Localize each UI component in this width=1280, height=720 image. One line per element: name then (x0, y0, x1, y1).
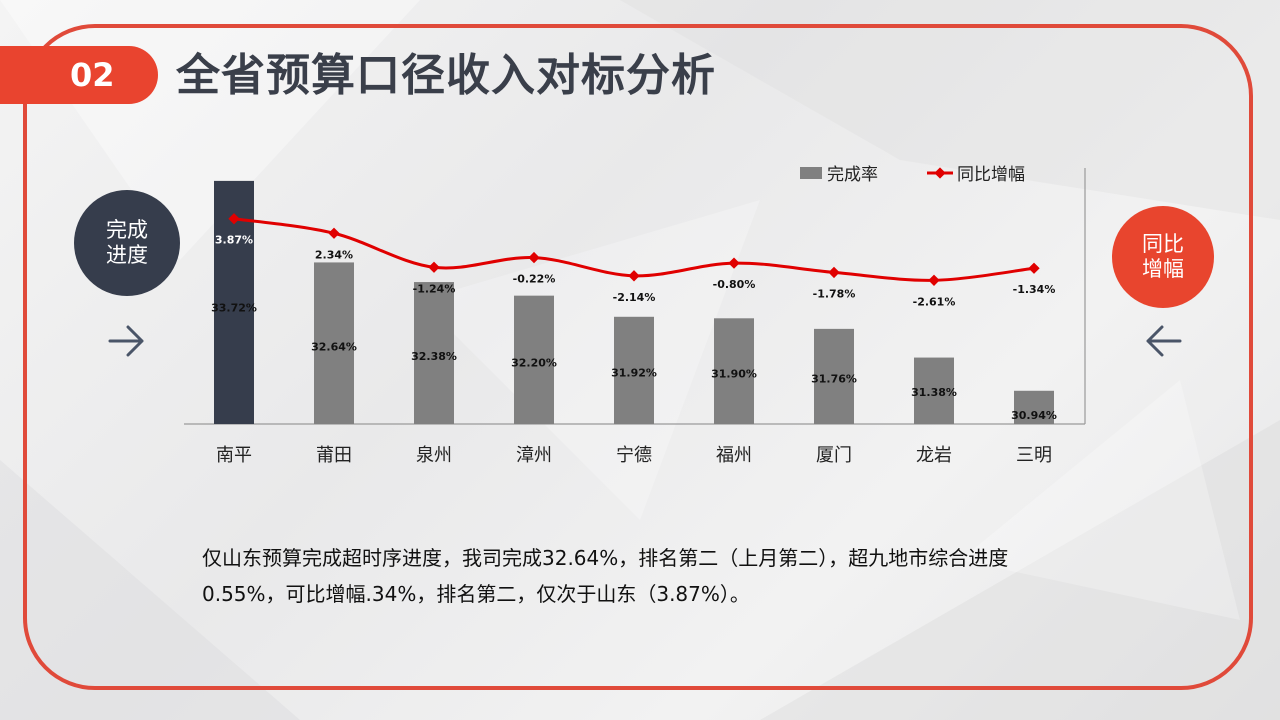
yoy-growth-badge: 同比 增幅 (1112, 206, 1214, 308)
line-label-4: -2.14% (613, 291, 656, 304)
legend-label-bar: 完成率 (827, 165, 878, 185)
category-label-0: 南平 (216, 445, 252, 466)
line-label-5: -0.80% (713, 278, 756, 291)
line-label-3: -0.22% (513, 273, 556, 286)
legend-label-line: 同比增幅 (957, 165, 1025, 185)
right-badge-line1: 同比 (1142, 232, 1184, 256)
bar-label-4: 31.92% (611, 367, 657, 380)
line-point-6 (828, 266, 840, 279)
arrow-right-icon (108, 325, 144, 357)
bar-label-7: 31.38% (911, 386, 957, 399)
line-point-8 (1028, 262, 1040, 274)
bar-label-6: 31.76% (811, 372, 857, 385)
line-point-4 (628, 270, 640, 282)
line-label-0: 3.87% (215, 234, 253, 247)
bar-1 (314, 262, 354, 424)
line-label-6: -1.78% (813, 287, 856, 300)
completion-progress-badge: 完成 进度 (74, 190, 180, 296)
line-label-8: -1.34% (1013, 283, 1056, 296)
line-point-0 (228, 213, 240, 225)
legend-marker-line (934, 167, 946, 179)
line-point-7 (928, 274, 940, 286)
category-label-8: 三明 (1016, 445, 1052, 466)
category-label-4: 宁德 (616, 445, 652, 466)
line-point-5 (728, 257, 740, 269)
bar-4 (614, 316, 654, 424)
bar-3 (514, 295, 554, 424)
line-point-3 (528, 251, 540, 264)
bar-7 (914, 357, 954, 424)
bar-8 (1014, 390, 1054, 424)
content-frame (23, 24, 1253, 690)
bar-label-8: 30.94% (1011, 409, 1057, 422)
bar-label-5: 31.90% (711, 367, 757, 380)
category-label-2: 泉州 (416, 445, 452, 466)
analysis-note: 仅山东预算完成超时序进度，我司完成32.64%，排名第二（上月第二），超九地市综… (202, 540, 1102, 612)
arrow-left-icon (1146, 325, 1182, 357)
category-label-7: 龙岩 (916, 445, 952, 466)
left-badge-line1: 完成 (106, 218, 148, 242)
section-number-tab: 02 (0, 46, 158, 104)
category-label-3: 漳州 (516, 445, 552, 466)
line-label-1: 2.34% (315, 248, 353, 261)
legend-swatch-bar (800, 167, 822, 179)
bar-label-0: 33.72% (211, 301, 257, 314)
bar-6 (814, 328, 854, 424)
bar-label-1: 32.64% (311, 340, 357, 353)
bar-5 (714, 318, 754, 424)
category-label-1: 莆田 (316, 445, 352, 466)
category-label-5: 福州 (716, 445, 752, 466)
page-title: 全省预算口径收入对标分析 (176, 50, 716, 101)
category-label-6: 厦门 (816, 445, 852, 466)
bar-2 (414, 282, 454, 424)
left-badge-line2: 进度 (106, 243, 148, 267)
bar-label-2: 32.38% (411, 350, 457, 363)
line-label-2: -1.24% (413, 282, 456, 295)
right-badge-line2: 增幅 (1142, 257, 1184, 281)
note-line-2: 0.55%，可比增幅.34%，排名第二，仅次于山东（3.87%）。 (202, 582, 750, 606)
line-point-2 (428, 261, 440, 273)
line-label-7: -2.61% (913, 295, 956, 308)
line-point-1 (328, 227, 340, 239)
note-line-1: 仅山东预算完成超时序进度，我司完成32.64%，排名第二（上月第二），超九地市综… (202, 546, 1009, 570)
bar-label-3: 32.20% (511, 356, 557, 369)
